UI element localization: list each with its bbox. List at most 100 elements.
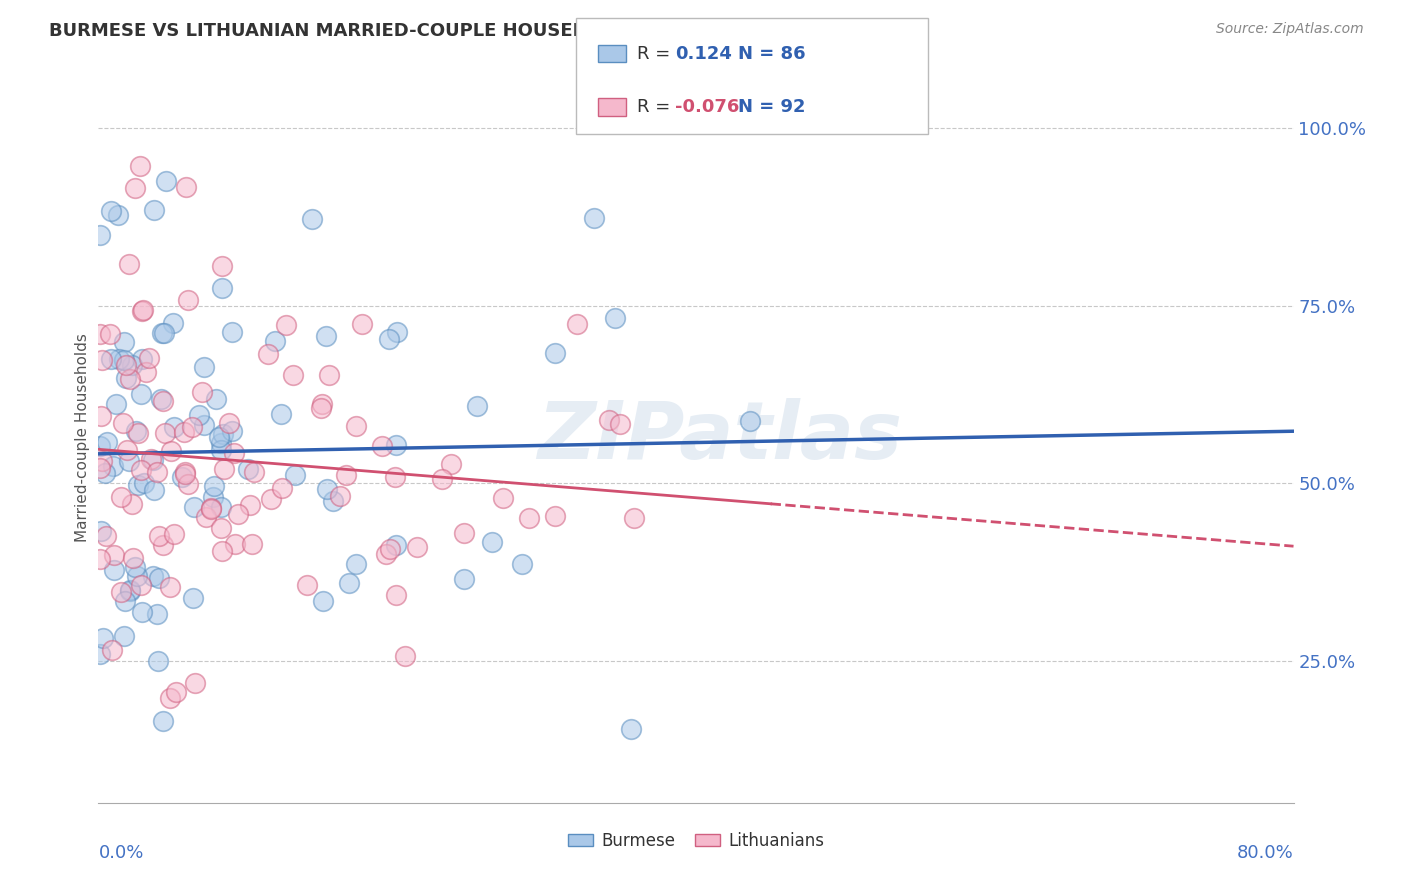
Legend: Burmese, Lithuanians: Burmese, Lithuanians: [561, 825, 831, 856]
Point: [146, 607, 169, 622]
Point: [200, 501, 222, 516]
Point: [160, 444, 183, 458]
Point: [100, 352, 122, 367]
Point: [243, 465, 266, 479]
Point: [155, 174, 177, 188]
Point: [209, 521, 232, 535]
Point: [620, 722, 643, 736]
Point: [118, 454, 141, 468]
Point: [329, 490, 352, 504]
Point: [107, 208, 129, 222]
Point: [181, 420, 204, 434]
Text: -0.076: -0.076: [675, 98, 740, 116]
Point: [143, 483, 166, 498]
Point: [173, 425, 195, 440]
Point: [104, 396, 127, 410]
Point: [188, 408, 211, 422]
Point: [384, 538, 406, 552]
Point: [239, 498, 262, 512]
Point: [114, 594, 136, 608]
Point: [309, 401, 332, 416]
Point: [127, 569, 149, 583]
Point: [121, 359, 143, 373]
Point: [127, 478, 149, 492]
Point: [193, 418, 215, 433]
Point: [115, 371, 138, 385]
Point: [100, 327, 122, 342]
Point: [208, 430, 231, 444]
Point: [89, 552, 111, 566]
Text: ZIPatlas: ZIPatlas: [537, 398, 903, 476]
Point: [118, 257, 141, 271]
Point: [174, 180, 197, 194]
Point: [384, 470, 406, 484]
Point: [100, 204, 122, 219]
Point: [89, 227, 111, 242]
Point: [510, 557, 533, 571]
Point: [172, 470, 194, 484]
Point: [110, 584, 132, 599]
Point: [89, 327, 111, 342]
Point: [257, 347, 280, 361]
Point: [90, 409, 112, 424]
Point: [159, 691, 181, 706]
Point: [240, 537, 263, 551]
Point: [143, 203, 166, 218]
Point: [315, 329, 337, 343]
Point: [385, 326, 408, 340]
Point: [311, 397, 333, 411]
Point: [371, 439, 394, 453]
Point: [110, 490, 132, 504]
Point: [131, 304, 153, 318]
Point: [204, 392, 226, 406]
Point: [112, 416, 135, 430]
Point: [96, 529, 118, 543]
Point: [120, 582, 142, 597]
Point: [316, 482, 339, 496]
Point: [567, 317, 589, 331]
Point: [103, 563, 125, 577]
Point: [218, 417, 240, 431]
Point: [150, 326, 173, 341]
Point: [202, 490, 225, 504]
Point: [112, 629, 135, 643]
Point: [115, 443, 138, 458]
Point: [114, 358, 136, 372]
Point: [131, 605, 153, 619]
Point: [430, 472, 453, 486]
Point: [183, 676, 205, 690]
Point: [211, 259, 233, 273]
Point: [605, 310, 627, 325]
Point: [150, 392, 173, 406]
Point: [284, 467, 307, 482]
Point: [195, 510, 218, 524]
Point: [152, 393, 174, 408]
Point: [153, 326, 176, 340]
Point: [90, 453, 112, 467]
Point: [131, 387, 153, 401]
Point: [374, 547, 396, 561]
Point: [100, 643, 122, 657]
Point: [96, 435, 118, 450]
Point: [260, 492, 283, 507]
Point: [492, 491, 515, 505]
Point: [378, 333, 401, 347]
Point: [200, 502, 222, 516]
Point: [165, 685, 187, 699]
Point: [301, 211, 323, 226]
Point: [209, 500, 232, 514]
Point: [183, 500, 205, 514]
Point: [274, 318, 297, 333]
Point: [264, 334, 287, 348]
Text: 0.124: 0.124: [675, 45, 731, 62]
Point: [544, 345, 567, 359]
Point: [224, 536, 246, 550]
Point: [270, 407, 292, 421]
Point: [209, 436, 232, 450]
Point: [93, 632, 115, 646]
Point: [350, 317, 373, 331]
Text: 0.0%: 0.0%: [98, 845, 143, 863]
Text: BURMESE VS LITHUANIAN MARRIED-COUPLE HOUSEHOLDS CORRELATION CHART: BURMESE VS LITHUANIAN MARRIED-COUPLE HOU…: [49, 22, 863, 40]
Point: [90, 524, 112, 538]
Point: [124, 559, 146, 574]
